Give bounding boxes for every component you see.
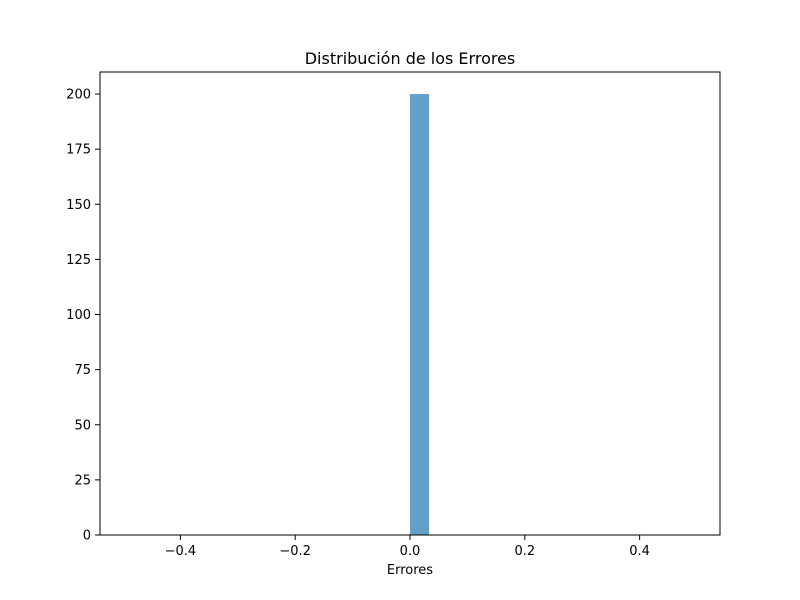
y-tick-label: 150 xyxy=(66,198,91,213)
chart-title: Distribución de los Errores xyxy=(305,49,516,68)
x-tick-label: −0.4 xyxy=(165,544,197,559)
y-tick-label: 175 xyxy=(66,143,91,158)
bars-layer xyxy=(410,94,430,536)
x-tick-label: −0.2 xyxy=(279,544,311,559)
x-tick-label: 0.0 xyxy=(400,544,421,559)
y-tick-label: 200 xyxy=(66,88,91,103)
x-tick-label: 0.4 xyxy=(629,544,650,559)
histogram-bar xyxy=(410,94,430,536)
x-axis: −0.4 −0.2 0.0 0.2 0.4 xyxy=(165,535,650,559)
y-tick-label: 75 xyxy=(74,363,91,378)
x-axis-title: Errores xyxy=(387,563,433,578)
y-axis: 0 25 50 75 100 125 150 175 200 xyxy=(66,88,100,544)
y-tick-label: 50 xyxy=(74,418,91,433)
x-tick-label: 0.2 xyxy=(514,544,535,559)
y-tick-label: 25 xyxy=(74,473,91,488)
y-tick-label: 125 xyxy=(66,253,91,268)
y-tick-label: 0 xyxy=(83,529,91,544)
y-tick-label: 100 xyxy=(66,308,91,323)
